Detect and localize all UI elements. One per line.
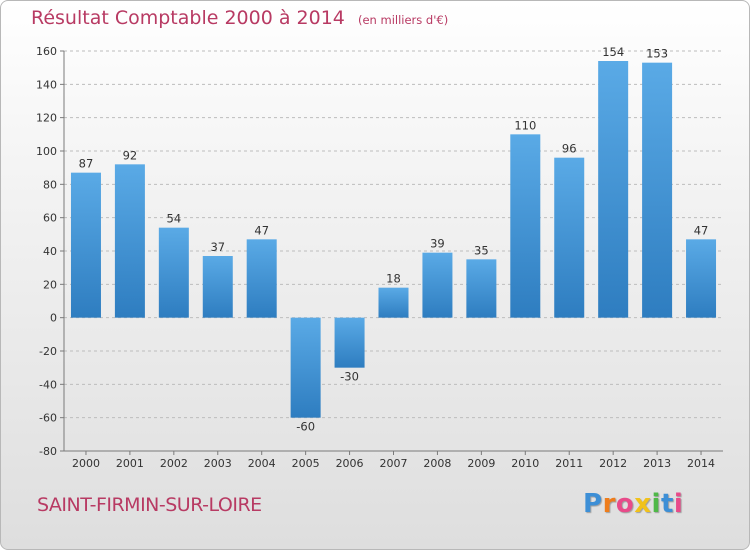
y-tick-label: 160 [36, 45, 57, 58]
data-label: 153 [646, 47, 668, 61]
y-tick-label: -60 [39, 412, 57, 425]
data-label: 39 [430, 237, 445, 251]
logo-letter: t [660, 489, 674, 519]
y-tick-label: 140 [36, 78, 57, 91]
bar [334, 317, 365, 368]
bar [202, 256, 233, 318]
data-label: 96 [562, 142, 577, 156]
y-tick-label: 60 [43, 212, 57, 225]
bar [290, 317, 321, 418]
logo-letter: x [634, 489, 652, 519]
bar [554, 157, 585, 318]
bar [510, 134, 541, 318]
x-tick-label: 2013 [643, 457, 671, 470]
data-label: -60 [296, 420, 315, 434]
y-tick-label: -20 [39, 345, 57, 358]
x-tick-label: 2006 [336, 457, 364, 470]
data-label: -30 [340, 370, 359, 384]
bar [466, 259, 497, 318]
data-label: 37 [210, 240, 225, 254]
data-label: 154 [602, 45, 624, 59]
y-tick-label: 20 [43, 278, 57, 291]
data-label: 87 [79, 157, 94, 171]
commune-name: SAINT-FIRMIN-SUR-LOIRE [37, 494, 262, 516]
y-tick-label: 0 [50, 312, 57, 325]
x-tick-label: 2001 [116, 457, 144, 470]
x-tick-label: 2009 [467, 457, 495, 470]
bar [378, 287, 409, 318]
x-tick-label: 2010 [511, 457, 539, 470]
chart-title: Résultat Comptable 2000 à 2014 (en milli… [31, 7, 448, 29]
bar [598, 61, 629, 318]
bar [158, 227, 189, 318]
chart-title-main: Résultat Comptable 2000 à 2014 [31, 7, 345, 29]
y-tick-label: 40 [43, 245, 57, 258]
y-tick-label: -80 [39, 445, 57, 458]
data-label: 92 [123, 148, 138, 162]
data-label: 18 [386, 272, 401, 286]
chart-unit: (en milliers d'€) [357, 13, 449, 27]
x-tick-label: 2004 [248, 457, 276, 470]
proxiti-logo: Proxiti [583, 489, 683, 519]
x-tick-label: 2000 [72, 457, 100, 470]
logo-letter: r [602, 489, 616, 519]
y-tick-label: 100 [36, 145, 57, 158]
bar [686, 239, 717, 318]
logo-letter: P [583, 489, 603, 519]
x-tick-label: 2003 [204, 457, 232, 470]
x-tick-label: 2005 [292, 457, 320, 470]
logo-letter: i [673, 489, 684, 519]
bar [642, 62, 673, 318]
y-tick-label: -40 [39, 378, 57, 391]
data-label: 110 [514, 118, 536, 132]
x-tick-label: 2012 [599, 457, 627, 470]
bar [246, 239, 277, 318]
y-tick-label: 120 [36, 112, 57, 125]
data-label: 35 [474, 243, 489, 257]
bar [114, 164, 145, 318]
x-tick-label: 2011 [555, 457, 583, 470]
bar [70, 172, 101, 318]
logo-letter: o [615, 489, 635, 519]
data-label: 54 [167, 212, 182, 226]
x-tick-label: 2008 [423, 457, 451, 470]
x-tick-label: 2014 [687, 457, 715, 470]
x-tick-label: 2002 [160, 457, 188, 470]
y-tick-label: 80 [43, 178, 57, 191]
data-label: 47 [694, 223, 709, 237]
x-tick-label: 2007 [380, 457, 408, 470]
logo-letter: i [651, 489, 661, 519]
data-label: 47 [254, 223, 269, 237]
bar [422, 252, 453, 318]
